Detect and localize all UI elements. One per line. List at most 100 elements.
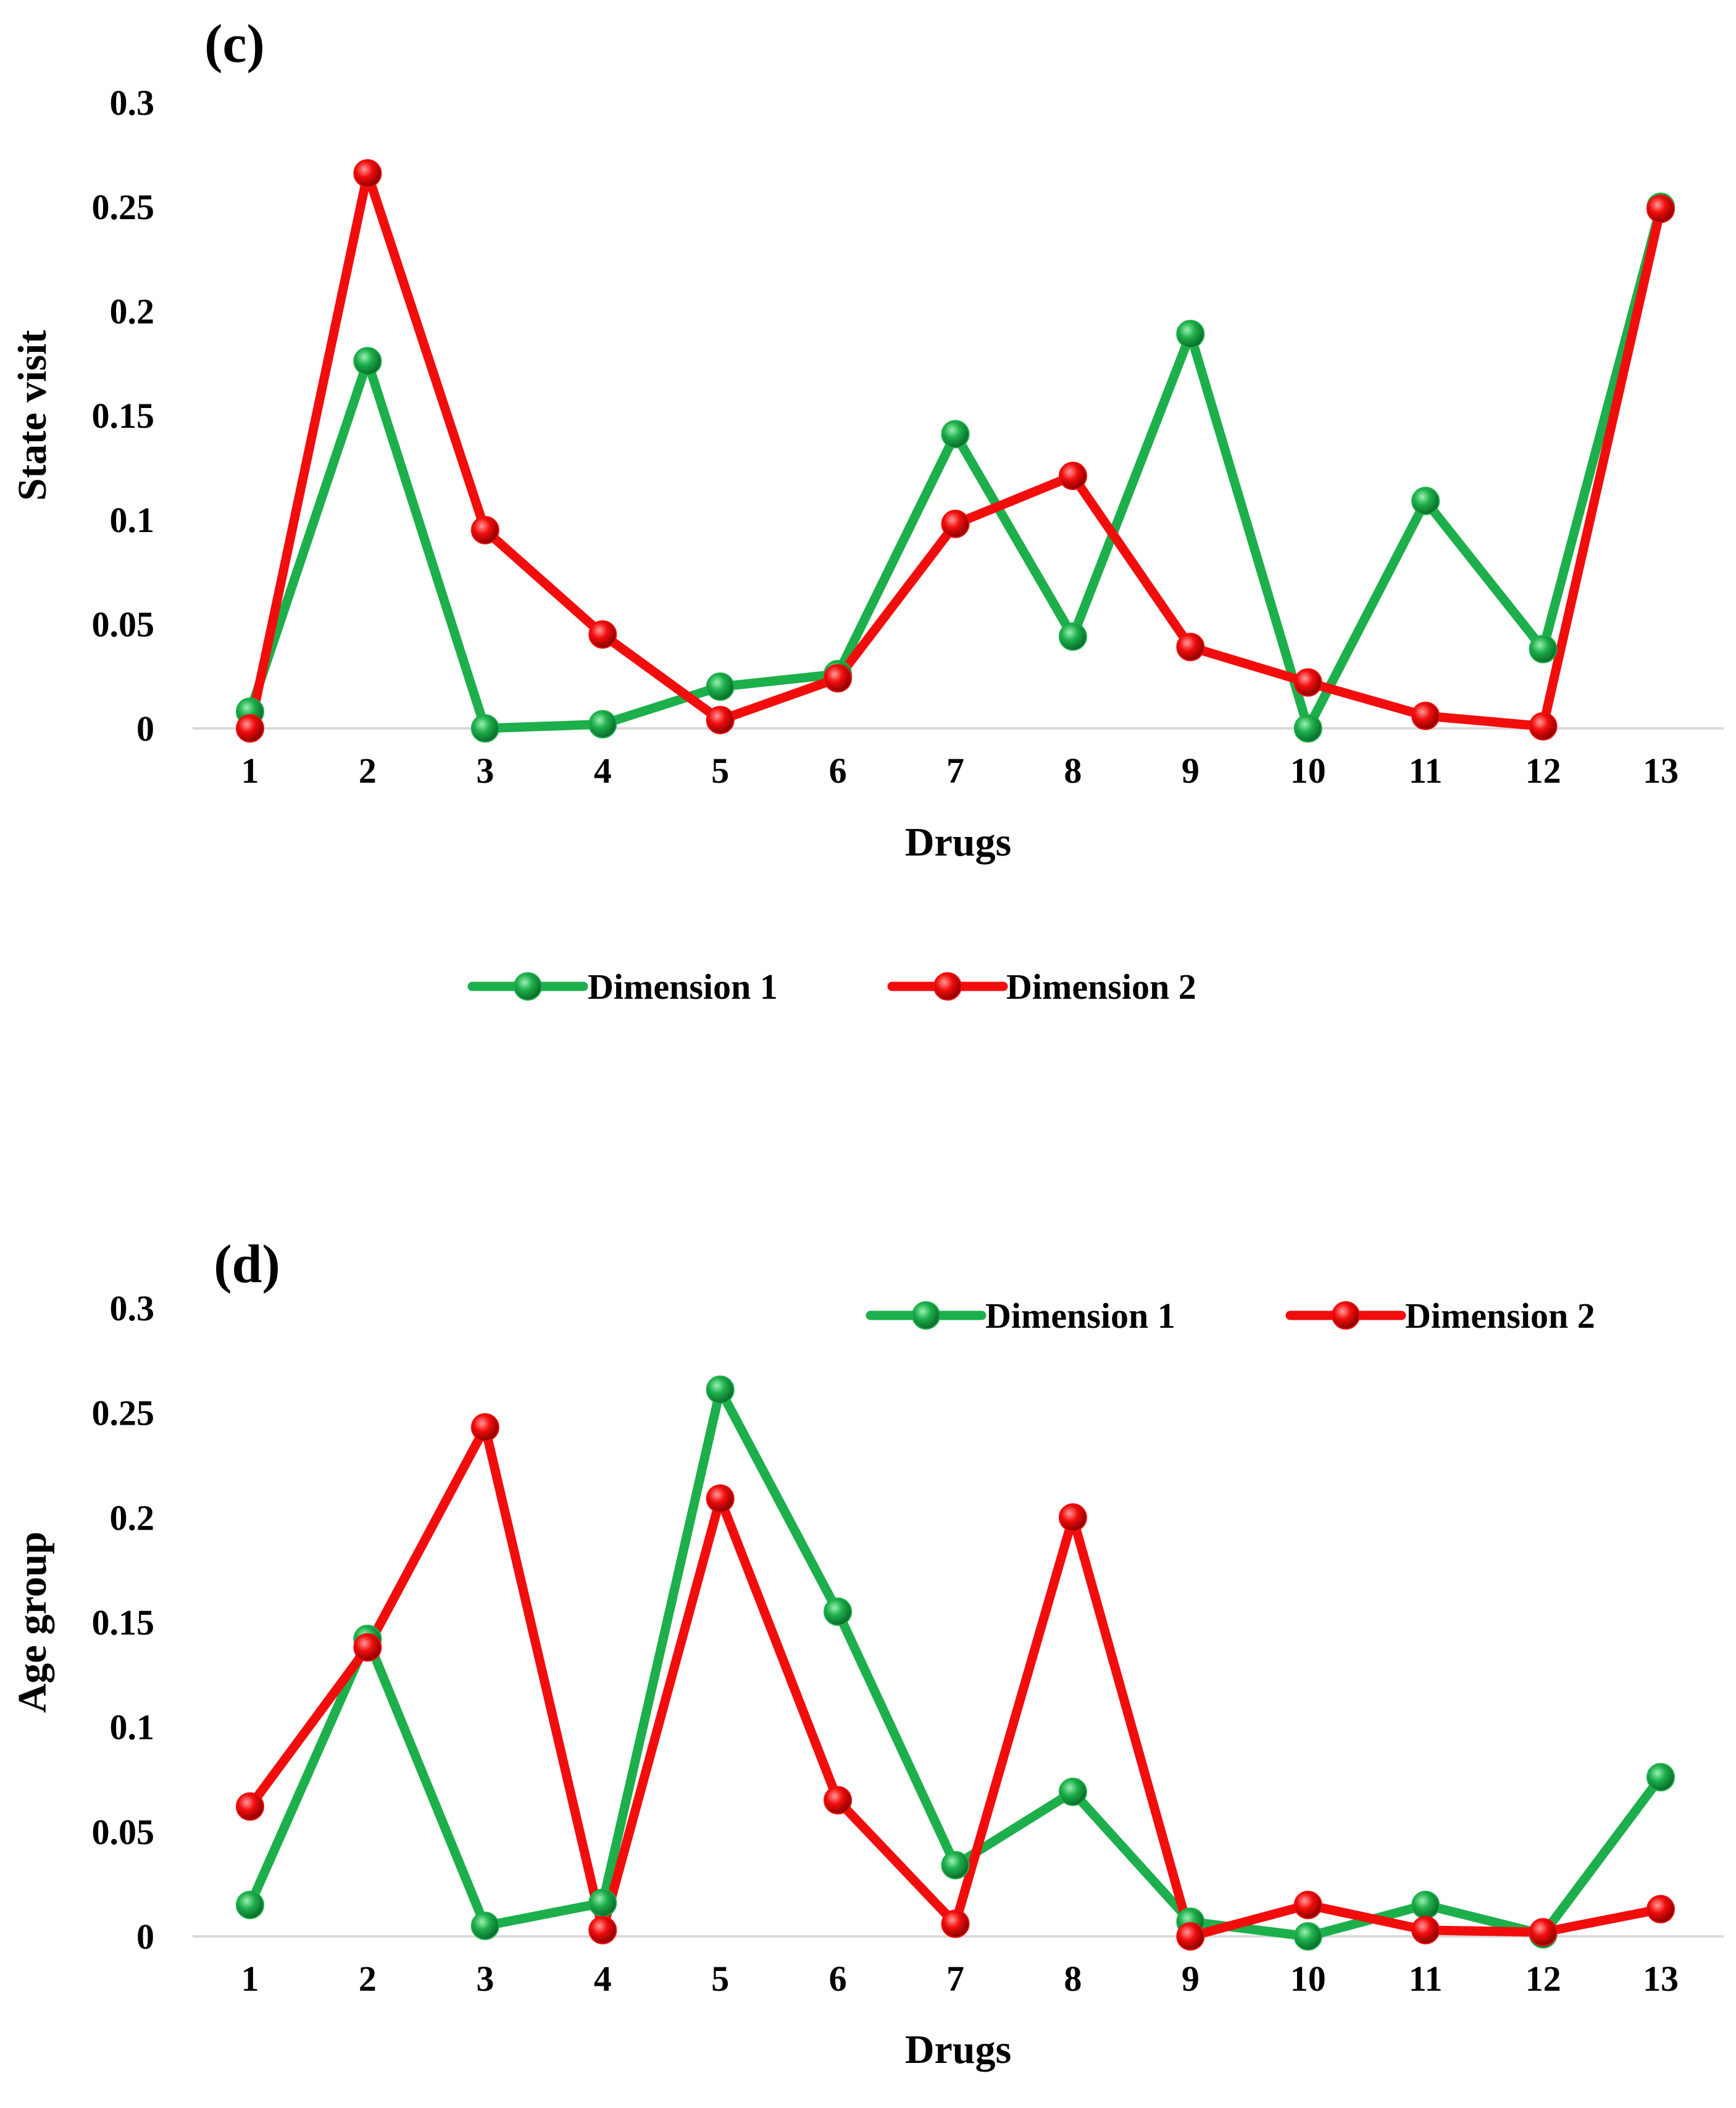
legend-marker-dimension-1: [912, 1301, 940, 1330]
data-point-dimension-1: [941, 1851, 970, 1880]
y-tick-label: 0.2: [110, 1498, 155, 1538]
data-point-dimension-2: [1176, 633, 1205, 662]
x-tick-label: 5: [711, 751, 729, 791]
data-point-dimension-2: [236, 714, 264, 743]
x-tick-label: 11: [1409, 751, 1443, 791]
data-point-dimension-1: [1411, 1891, 1440, 1920]
y-tick-label: 0.15: [92, 1602, 155, 1643]
data-point-dimension-2: [236, 1792, 264, 1821]
x-tick-label: 12: [1525, 751, 1561, 791]
x-tick-label: 5: [711, 1959, 729, 1999]
y-tick-label: 0: [136, 709, 154, 749]
data-point-dimension-2: [470, 1413, 499, 1442]
y-tick-label: 0.1: [110, 500, 155, 540]
panel-c-chart: (c)00.050.10.150.20.250.31 2 3 4 5 6 7 8 9 10 11 12…: [10, 14, 1724, 1007]
data-point-dimension-2: [706, 1484, 735, 1513]
x-tick-label: 4: [594, 1959, 612, 1999]
legend-label-dimension-1: Dimension 1: [985, 1296, 1175, 1336]
data-point-dimension-2: [1529, 712, 1558, 741]
x-tick-label: 1: [241, 1959, 259, 1999]
data-point-dimension-2: [588, 1915, 617, 1944]
legend-label-dimension-2: Dimension 2: [1006, 967, 1196, 1007]
x-tick-label: 7: [946, 751, 964, 791]
data-point-dimension-1: [1293, 714, 1322, 743]
y-axis-title: State visit: [10, 330, 55, 501]
panel-label: (d): [214, 1235, 280, 1294]
data-point-dimension-2: [706, 706, 735, 735]
x-axis-title: Drugs: [905, 820, 1011, 865]
data-point-dimension-2: [353, 1633, 382, 1662]
x-tick-label: 13: [1643, 751, 1679, 791]
x-tick-label: 8: [1064, 751, 1082, 791]
data-point-dimension-2: [1293, 668, 1322, 697]
legend-marker-dimension-2: [933, 972, 962, 1001]
data-point-dimension-1: [824, 1598, 853, 1627]
data-point-dimension-1: [588, 1888, 617, 1917]
data-point-dimension-2: [941, 509, 970, 538]
data-point-dimension-1: [1529, 635, 1558, 664]
data-point-dimension-1: [1176, 320, 1205, 349]
y-tick-label: 0.3: [110, 1288, 155, 1328]
data-point-dimension-1: [706, 672, 735, 701]
x-tick-label: 3: [476, 1959, 494, 1999]
x-tick-label: 4: [594, 751, 612, 791]
x-tick-label: 12: [1525, 1959, 1561, 1999]
data-point-dimension-2: [1529, 1918, 1558, 1947]
y-tick-label: 0.1: [110, 1707, 155, 1748]
data-point-dimension-2: [1411, 1915, 1440, 1944]
x-tick-label: 9: [1182, 751, 1200, 791]
data-point-dimension-1: [470, 1912, 499, 1941]
panel-d-chart: (d)00.050.10.150.20.250.31 2 3 4 5 6 7 8 9 10 11 12…: [10, 1235, 1724, 2072]
x-tick-label: 7: [946, 1959, 964, 1999]
legend-label-dimension-1: Dimension 1: [588, 967, 778, 1007]
x-tick-label: 10: [1290, 751, 1326, 791]
y-tick-label: 0.25: [92, 187, 155, 227]
y-tick-label: 0.15: [92, 396, 155, 436]
x-tick-label: 2: [359, 1959, 377, 1999]
y-tick-label: 0.05: [92, 1812, 155, 1852]
data-point-dimension-1: [1411, 486, 1440, 515]
data-point-dimension-2: [1058, 462, 1087, 491]
data-point-dimension-2: [353, 159, 382, 188]
legend-marker-dimension-1: [514, 972, 542, 1001]
y-tick-label: 0.25: [92, 1393, 155, 1433]
data-point-dimension-1: [941, 420, 970, 449]
x-axis-title: Drugs: [905, 2027, 1011, 2072]
data-point-dimension-1: [1058, 1777, 1087, 1806]
data-point-dimension-2: [1293, 1891, 1322, 1920]
data-point-dimension-2: [1411, 701, 1440, 730]
x-tick-label: 8: [1064, 1959, 1082, 1999]
x-tick-label: 2: [359, 751, 377, 791]
data-point-dimension-1: [1058, 622, 1087, 651]
data-point-dimension-2: [824, 664, 853, 693]
y-axis-title: Age group: [10, 1531, 55, 1713]
data-point-dimension-1: [1293, 1922, 1322, 1951]
x-tick-label: 9: [1182, 1959, 1200, 1999]
legend-marker-dimension-2: [1332, 1301, 1360, 1330]
data-point-dimension-2: [1646, 1894, 1675, 1923]
data-point-dimension-2: [824, 1786, 853, 1815]
data-point-dimension-2: [470, 515, 499, 544]
y-tick-label: 0.2: [110, 291, 155, 331]
data-point-dimension-1: [353, 347, 382, 376]
y-tick-label: 0.05: [92, 604, 155, 644]
data-point-dimension-1: [588, 710, 617, 739]
data-point-dimension-1: [1646, 1763, 1675, 1792]
x-tick-label: 6: [829, 1959, 847, 1999]
x-tick-label: 13: [1643, 1959, 1679, 1999]
panel-label: (c): [204, 14, 265, 74]
data-point-dimension-1: [236, 1891, 264, 1920]
data-point-dimension-2: [1646, 194, 1675, 223]
data-point-dimension-1: [706, 1375, 735, 1404]
x-tick-label: 11: [1409, 1959, 1443, 1999]
x-tick-label: 6: [829, 751, 847, 791]
x-tick-label: 10: [1290, 1959, 1326, 1999]
y-tick-label: 0: [136, 1917, 154, 1957]
data-point-dimension-2: [1176, 1922, 1205, 1951]
data-point-dimension-1: [470, 714, 499, 743]
legend-label-dimension-2: Dimension 2: [1405, 1296, 1595, 1336]
data-point-dimension-2: [941, 1909, 970, 1938]
x-tick-label: 3: [476, 751, 494, 791]
